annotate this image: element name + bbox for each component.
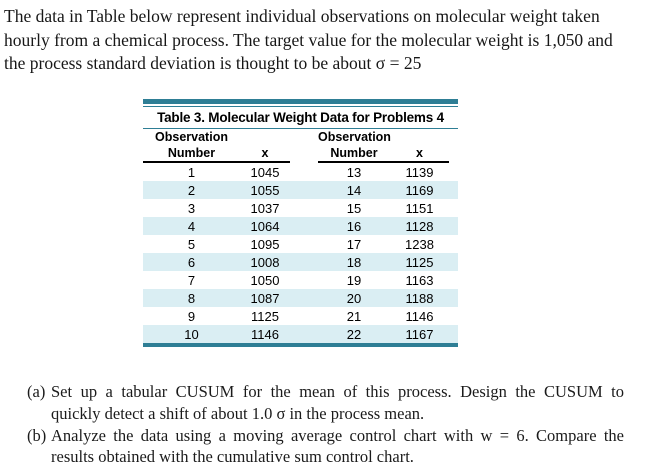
- table-header-row-2: Number x Number x: [143, 145, 458, 161]
- question-marker: (b): [27, 425, 47, 445]
- cell-x-value: 1055: [250, 182, 280, 198]
- cell-x-value: 1188: [405, 290, 434, 306]
- cell-obs-number: 6: [187, 254, 196, 270]
- cell-x-value: 1125: [251, 308, 279, 324]
- cell-x-value: 1146: [405, 308, 434, 324]
- cell-x-value: 1167: [405, 326, 434, 342]
- table-row: 7 1050 19 1163: [143, 271, 458, 289]
- question-line: quickly detect a shift of about 1.0 σ in…: [51, 403, 425, 423]
- table-row: 5 1095 17 1238: [143, 235, 458, 253]
- column-header-x-right: x: [416, 146, 423, 160]
- cell-obs-number: 7: [187, 272, 196, 288]
- cell-x-value: 1087: [250, 290, 280, 306]
- cell-x-value: 1125: [405, 254, 434, 270]
- problem-statement-line: the process standard deviation is though…: [4, 53, 422, 73]
- header-underline-left: [143, 161, 290, 163]
- cell-x-value: 1128: [405, 218, 434, 234]
- column-header-x-left: x: [261, 146, 269, 160]
- cell-obs-number: 18: [346, 254, 362, 270]
- cell-obs-number: 9: [187, 308, 196, 324]
- cell-x-value: 1163: [405, 272, 434, 288]
- cell-obs-number: 21: [346, 308, 362, 324]
- cell-obs-number: 3: [187, 200, 196, 216]
- cell-x-value: 1151: [405, 200, 434, 216]
- cell-obs-number: 4: [187, 218, 196, 234]
- cell-x-value: 1008: [250, 254, 280, 270]
- cell-obs-number: 20: [346, 290, 362, 306]
- cell-obs-number: 5: [187, 236, 196, 252]
- header-underline-right: [318, 161, 449, 163]
- question-text: Set up a tabular CUSUM for the mean of t…: [51, 381, 624, 425]
- cell-x-value: 1050: [250, 272, 280, 288]
- problem-statement-line: hourly from a chemical process. The targ…: [4, 29, 613, 50]
- problem-statement-line: The data in Table below represent indivi…: [4, 6, 600, 26]
- table-row: 6 1008 18 1125: [143, 253, 458, 271]
- table-title-rule: [143, 128, 458, 129]
- table-row: 2 1055 14 1169: [143, 181, 458, 199]
- question-line: Analyze the data using a moving average …: [51, 425, 624, 445]
- cell-x-value: 1037: [250, 200, 280, 216]
- table-row: 8 1087 20 1188: [143, 289, 458, 307]
- cell-x-value: 1064: [250, 218, 280, 234]
- table-row: 1 1045 13 1139: [143, 163, 458, 181]
- table-top-accent-bar: [143, 99, 458, 104]
- molecular-weight-table: Table 3. Molecular Weight Data for Probl…: [143, 99, 458, 347]
- cell-obs-number: 15: [346, 200, 362, 216]
- table-row: 3 1037 15 1151: [143, 199, 458, 217]
- cell-obs-number: 8: [187, 290, 196, 306]
- problem-statement: The data in Table below represent indivi…: [4, 5, 644, 76]
- table-accent-rule: [143, 106, 458, 107]
- cell-x-value: 1139: [405, 164, 434, 180]
- column-header-number-left: Number: [167, 146, 216, 160]
- header-underline: [143, 161, 458, 163]
- question-marker: (a): [27, 382, 46, 401]
- question-line: results obtained with the cumulative sum…: [51, 447, 414, 467]
- cell-obs-number: 14: [346, 182, 362, 198]
- cell-obs-number: 22: [346, 326, 362, 342]
- question-b: (b) Analyze the data using a moving aver…: [27, 425, 624, 468]
- table-title: Table 3. Molecular Weight Data for Probl…: [157, 110, 444, 125]
- cell-obs-number: 10: [184, 326, 199, 342]
- cell-obs-number: 2: [187, 182, 196, 198]
- question-text: Analyze the data using a moving average …: [51, 425, 624, 468]
- table-header-row-1: Observation Observation: [143, 129, 458, 145]
- cell-obs-number: 17: [346, 236, 362, 252]
- column-header-observation-left: Observation: [155, 130, 228, 144]
- cell-x-value: 1095: [250, 236, 280, 252]
- table-row: 4 1064 16 1128: [143, 217, 458, 235]
- column-header-number-right: Number: [330, 146, 378, 160]
- column-header-observation-right: Observation: [318, 130, 391, 144]
- cell-x-value: 1169: [405, 182, 434, 198]
- cell-x-value: 1045: [250, 164, 280, 180]
- question-a: (a) Set up a tabular CUSUM for the mean …: [27, 381, 624, 425]
- cell-obs-number: 13: [346, 164, 362, 180]
- cell-obs-number: 16: [346, 218, 362, 234]
- question-list: (a) Set up a tabular CUSUM for the mean …: [27, 381, 624, 468]
- cell-obs-number: 19: [346, 272, 362, 288]
- cell-x-value: 1238: [405, 236, 434, 252]
- table-bottom-accent-bar: [143, 343, 458, 347]
- question-line: Set up a tabular CUSUM for the mean of t…: [51, 382, 624, 401]
- table-row: 10 1146 22 1167: [143, 325, 458, 343]
- table-accent-gap: [143, 104, 458, 106]
- cell-x-value: 1146: [251, 326, 279, 342]
- table-row: 9 1125 21 1146: [143, 307, 458, 325]
- cell-obs-number: 1: [187, 164, 196, 180]
